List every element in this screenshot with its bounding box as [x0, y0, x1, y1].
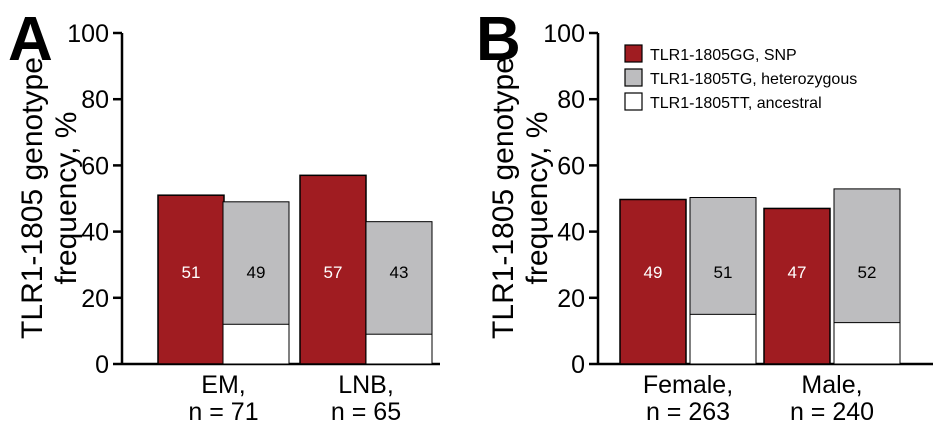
data-label-heterozygous: 49 — [247, 263, 266, 282]
y-axis-title-line: TLR1-1805 genotype — [16, 57, 49, 339]
y-axis-title: TLR1-1805 genotypefrequency, % — [16, 57, 83, 339]
data-label-snp: 49 — [644, 263, 663, 282]
legend-swatch — [624, 92, 643, 111]
category-label: n = 71 — [188, 398, 258, 422]
category-label: n = 65 — [331, 398, 401, 422]
category-label: n = 263 — [646, 398, 730, 422]
bar-snp — [157, 194, 225, 365]
legend-label: TLR1-1805TG, heterozygous — [650, 71, 857, 88]
y-tick-label: 20 — [81, 285, 109, 313]
y-tick-label: 40 — [81, 219, 109, 247]
category-label: EM, — [201, 371, 245, 399]
bar-ancestral — [365, 333, 433, 365]
data-label-snp: 51 — [182, 263, 201, 282]
y-axis-title: TLR1-1805 genotypefrequency, % — [487, 57, 554, 339]
category-label: LNB, — [338, 371, 394, 399]
y-tick-label: 20 — [557, 285, 585, 313]
y-axis-title-line: TLR1-1805 genotype — [487, 57, 520, 339]
data-label-heterozygous: 43 — [390, 263, 409, 282]
legend: TLR1-1805GG, SNP TLR1-1805TG, heterozygou… — [624, 44, 857, 112]
category-label: Female, — [643, 371, 733, 399]
y-tick-label: 80 — [81, 86, 109, 114]
legend-label: TLR1-1805TT, ancestral — [650, 95, 822, 112]
y-tick-label: 0 — [571, 351, 585, 379]
category-label: Male, — [801, 371, 862, 399]
panel-letter: B — [476, 5, 521, 74]
data-label-heterozygous: 52 — [858, 263, 877, 282]
y-tick-label: 100 — [543, 20, 585, 48]
bar-snp — [619, 198, 687, 365]
y-tick-label: 40 — [557, 219, 585, 247]
data-label-heterozygous: 51 — [714, 263, 733, 282]
y-axis-title-line: frequency, % — [521, 112, 554, 285]
category-label: n = 240 — [790, 398, 874, 422]
y-tick-label: 100 — [67, 20, 109, 48]
bar-ancestral — [222, 323, 290, 365]
y-tick-label: 60 — [557, 152, 585, 180]
data-label-snp: 47 — [788, 263, 807, 282]
legend-swatch — [624, 68, 643, 87]
legend-label: TLR1-1805GG, SNP — [650, 47, 797, 64]
panel-letter: A — [8, 5, 53, 74]
y-tick-label: 0 — [95, 351, 109, 379]
y-tick-label: 60 — [81, 152, 109, 180]
bar-ancestral — [833, 322, 901, 365]
y-axis-title-line: frequency, % — [50, 112, 83, 285]
bar-snp — [763, 207, 831, 365]
bar-ancestral — [689, 313, 757, 365]
data-label-snp: 57 — [324, 263, 343, 282]
legend-swatch — [624, 44, 643, 63]
y-tick-label: 80 — [557, 86, 585, 114]
